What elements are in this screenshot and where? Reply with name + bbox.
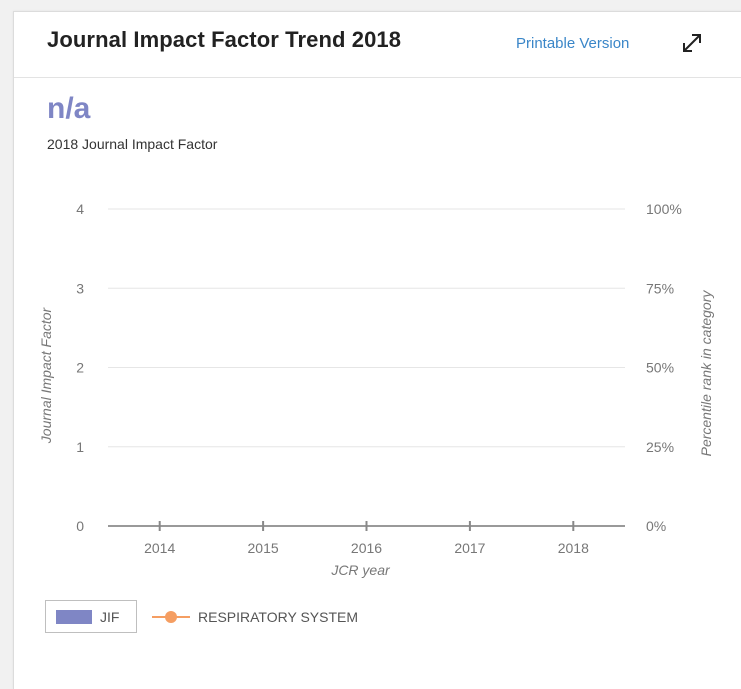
legend-label-jif: JIF: [100, 608, 120, 625]
jif-trend-card: Journal Impact Factor Trend 2018 Printab…: [13, 11, 741, 689]
y2-tick-label: 50%: [646, 360, 674, 376]
jif-value-label: 2018 Journal Impact Factor: [47, 136, 218, 152]
y2-axis-title: Percentile rank in category: [698, 290, 714, 457]
x-tick-label: 2016: [351, 540, 382, 556]
y2-tick-label: 75%: [646, 280, 674, 296]
jif-trend-chart: 0 1 2 3 4 0% 25% 50% 75% 100% 2014 2015 2016 2017 20…: [38, 201, 714, 578]
legend-item-respiratory-system[interactable]: RESPIRATORY SYSTEM: [152, 605, 358, 629]
x-tick-label: 2018: [558, 540, 589, 556]
legend-line-swatch: [152, 605, 190, 629]
y-axis-title: Journal Impact Factor: [38, 306, 54, 444]
printable-version-link[interactable]: Printable Version: [516, 35, 630, 52]
jif-value: n/a: [47, 92, 91, 125]
legend-item-jif[interactable]: JIF: [45, 600, 137, 633]
x-tick-label: 2014: [144, 540, 175, 556]
y2-tick-label: 100%: [646, 201, 682, 217]
y-tick-label: 3: [76, 280, 84, 296]
x-axis-title: JCR year: [330, 562, 391, 578]
x-tick-label: 2015: [248, 540, 279, 556]
y-tick-label: 0: [76, 518, 84, 534]
y2-tick-label: 0%: [646, 518, 666, 534]
y2-tick-label: 25%: [646, 439, 674, 455]
legend-label-respiratory-system: RESPIRATORY SYSTEM: [198, 609, 359, 625]
x-tick-label: 2017: [454, 540, 485, 556]
card-title: Journal Impact Factor Trend 2018: [47, 27, 402, 52]
card-header: Journal Impact Factor Trend 2018 Printab…: [14, 12, 741, 78]
legend-bar-swatch: [56, 609, 92, 624]
y-tick-label: 2: [76, 360, 84, 376]
y-tick-label: 4: [76, 201, 84, 217]
expand-arrows-icon[interactable]: [678, 29, 706, 57]
y-tick-label: 1: [76, 439, 84, 455]
